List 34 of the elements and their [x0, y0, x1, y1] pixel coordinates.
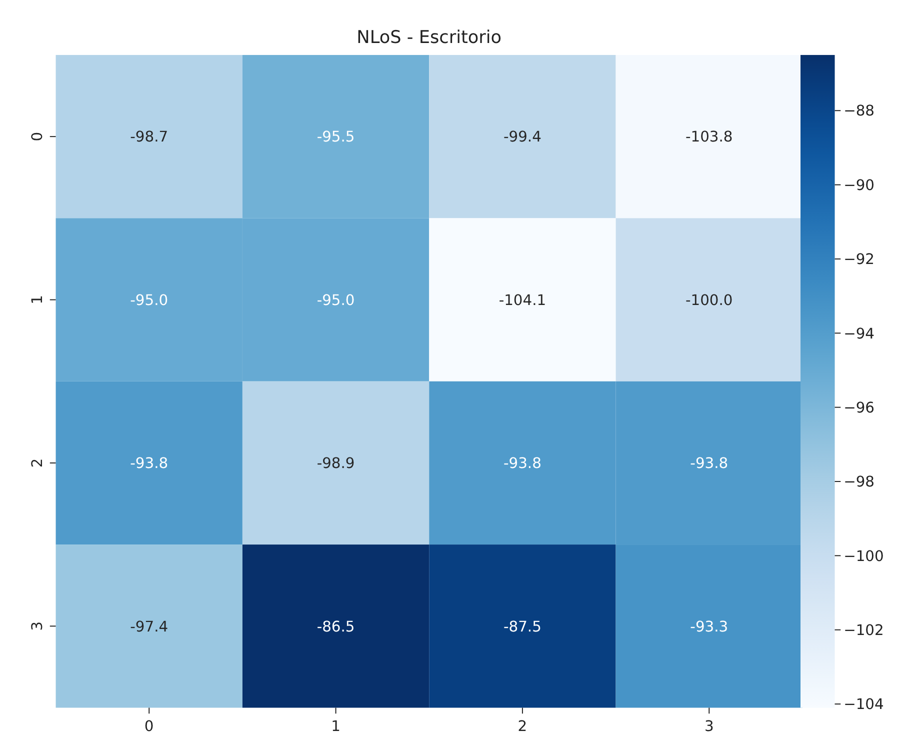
data-label: -100.0: [686, 292, 733, 309]
color-bar-label: −88: [844, 102, 875, 120]
data-label: -93.8: [503, 455, 542, 472]
data-label: -104.1: [498, 292, 546, 309]
chart-title: NLoS - Escritorio: [356, 28, 502, 48]
color-bar-label: −100: [844, 548, 884, 565]
x-tick-label: 2: [518, 718, 528, 736]
color-bar-label: −98: [844, 474, 875, 491]
y-tick-label: 2: [29, 458, 46, 468]
data-label: -95.0: [130, 292, 168, 309]
data-label: -99.4: [503, 128, 542, 146]
color-bar-label: −90: [844, 176, 875, 194]
y-tick-label: 0: [29, 132, 46, 142]
data-label: -95.5: [316, 128, 355, 146]
data-label: -98.7: [130, 128, 168, 146]
color-bar-label: −104: [844, 696, 884, 714]
x-tick-label: 0: [144, 718, 154, 736]
data-label: -103.8: [686, 128, 733, 146]
data-label: -93.8: [130, 455, 168, 472]
data-label: -87.5: [503, 618, 542, 636]
data-label: -95.0: [316, 292, 355, 309]
data-label: -93.3: [690, 618, 728, 636]
data-label: -93.8: [690, 455, 728, 472]
x-tick-label: 1: [331, 718, 340, 736]
data-label: -86.5: [316, 618, 355, 636]
color-bar-label: −92: [844, 251, 875, 268]
color-bar-label: −96: [844, 399, 875, 416]
data-label: -97.4: [130, 618, 168, 636]
color-bar-label: −102: [844, 622, 884, 639]
color-bar-label: −94: [844, 325, 875, 342]
data-label: -98.9: [316, 455, 355, 472]
y-tick-label: 3: [29, 621, 46, 631]
y-tick-label: 1: [29, 295, 46, 304]
x-tick-label: 3: [704, 718, 714, 736]
